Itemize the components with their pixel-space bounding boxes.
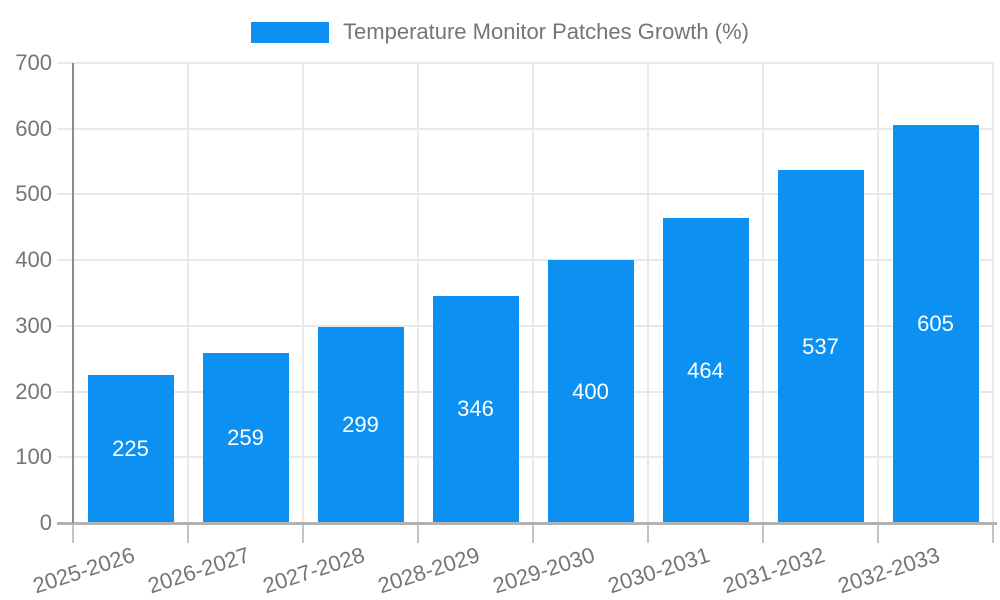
gridline-vertical [417, 63, 419, 523]
gridline-vertical [877, 63, 879, 523]
bar-value-label: 299 [342, 411, 379, 437]
bar-value-label: 259 [227, 424, 264, 450]
y-axis-tick-label: 400 [15, 247, 52, 273]
y-axis-tick-label: 200 [15, 378, 52, 404]
y-axis-tick-label: 100 [15, 444, 52, 470]
y-axis-line [72, 63, 74, 523]
y-axis-tick-label: 500 [15, 181, 52, 207]
bar-value-label: 464 [687, 357, 724, 383]
gridline-horizontal [57, 324, 993, 327]
gridline-horizontal [57, 127, 993, 130]
x-axis-boundary-tick [992, 523, 994, 543]
gridline-horizontal [57, 193, 993, 196]
bar-value-label: 537 [802, 333, 839, 359]
x-axis-category-label: 2028-2029 [375, 542, 483, 599]
bar[interactable] [547, 260, 634, 523]
y-axis-tick-label: 700 [15, 50, 52, 75]
x-axis-boundary-tick [417, 523, 419, 543]
x-axis-category-label: 2030-2031 [605, 542, 713, 599]
gridline-horizontal [57, 259, 993, 262]
x-axis-category-label: 2026-2027 [145, 542, 253, 599]
x-axis-category-label: 2029-2030 [490, 542, 598, 599]
bar[interactable] [317, 326, 404, 523]
gridline-vertical [187, 63, 189, 523]
x-axis-boundary-tick [302, 523, 304, 543]
x-axis-boundary-tick [762, 523, 764, 543]
x-axis-category-label: 2027-2028 [260, 542, 368, 599]
y-axis-tick-label: 600 [15, 115, 52, 141]
bar[interactable] [87, 375, 174, 523]
bar[interactable] [202, 352, 289, 523]
x-axis-category-label: 2032-2033 [835, 542, 943, 599]
bar[interactable] [432, 295, 519, 523]
x-axis-category-label: 2031-2032 [720, 542, 828, 599]
x-axis-boundary-tick [187, 523, 189, 543]
y-axis-tick-label: 300 [15, 312, 52, 338]
bar[interactable] [777, 170, 864, 523]
gridline-vertical [647, 63, 649, 523]
x-axis-boundary-tick [532, 523, 534, 543]
gridline-horizontal [57, 456, 993, 459]
bar-value-label: 400 [572, 378, 609, 404]
legend-label: Temperature Monitor Patches Growth (%) [343, 19, 749, 44]
gridline-horizontal [57, 62, 993, 64]
bar[interactable] [662, 218, 749, 523]
x-axis-boundary-tick [877, 523, 879, 543]
gridline-vertical [762, 63, 764, 523]
plot-area: 225 2025-2026 259 2026-2027 299 2027-2028 346 2… [30, 62, 997, 598]
x-axis-line [57, 522, 997, 525]
bar[interactable] [892, 125, 979, 523]
bar-value-label: 605 [917, 311, 954, 337]
gridline-horizontal [57, 390, 993, 393]
bar-value-label: 225 [112, 436, 149, 462]
legend[interactable]: Temperature Monitor Patches Growth (%) [0, 19, 1000, 44]
y-axis-tick-label: 0 [39, 510, 52, 535]
gridline-vertical [302, 63, 304, 523]
gridline-vertical [992, 63, 994, 523]
legend-swatch [251, 21, 330, 43]
x-axis-category-label: 2025-2026 [30, 542, 138, 599]
gridline-vertical [532, 63, 534, 523]
x-axis-boundary-tick [72, 523, 74, 543]
x-axis-boundary-tick [647, 523, 649, 543]
bar-value-label: 346 [457, 396, 494, 422]
